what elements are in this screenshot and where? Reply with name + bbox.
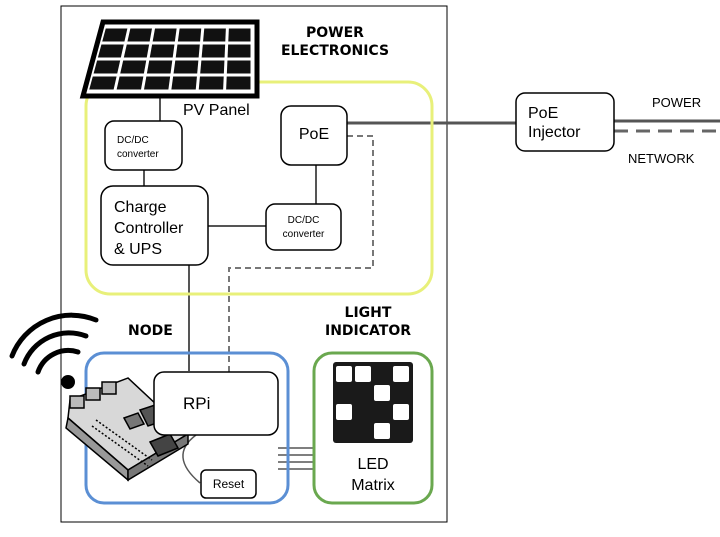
light-indicator-title-line2: INDICATOR	[324, 323, 411, 339]
power-electronics-title-line2: ELECTRONICS	[280, 43, 390, 59]
pv-cell	[127, 28, 152, 42]
pv-cell	[198, 76, 224, 90]
raspberry-pi-board-icon	[65, 377, 190, 482]
led-matrix-label-line2: Matrix	[351, 476, 395, 494]
charge-controller-label-line3: & UPS	[114, 240, 163, 258]
pv-cell	[226, 60, 251, 74]
light-indicator-title-line1: LIGHT	[344, 305, 392, 321]
charge-controller-label-line2: Controller	[114, 219, 184, 237]
dcdc-right-label-line1: DC/DC	[287, 215, 320, 226]
dcdc-top-label-line2: converter	[117, 148, 159, 160]
dcdc-converter-top-box	[104, 120, 183, 171]
led-pixel	[336, 366, 352, 382]
poe-injector-label: PoE Injector	[528, 104, 580, 142]
pv-cell	[116, 76, 144, 90]
dcdc-right-label: DC/DC converter	[266, 214, 341, 241]
reset-box	[200, 469, 257, 499]
poe-injector-label-line1: PoE	[528, 105, 559, 122]
pv-cell	[226, 76, 251, 90]
power-electronics-title: POWER ELECTRONICS	[270, 26, 400, 58]
dcdc-top-label-line1: DC/DC	[117, 135, 149, 146]
led-pixel	[336, 404, 352, 420]
led-matrix-label: LED Matrix	[314, 455, 432, 497]
pv-panel-label: PV Panel	[183, 102, 250, 119]
network-label: NETWORK	[628, 151, 695, 166]
dcdc-right-label-line2: converter	[282, 228, 325, 240]
charge-controller-label: Charge Controller & UPS	[114, 198, 183, 260]
rpi-box	[153, 371, 279, 436]
pv-cell	[175, 44, 200, 58]
power-electronics-title-line1: POWER	[306, 25, 364, 41]
pv-cell	[201, 44, 226, 58]
dcdc-top-label: DC/DC converter	[105, 134, 182, 161]
poe-label: PoE	[298, 126, 330, 143]
wifi-icon	[9, 312, 99, 389]
pv-cell	[123, 44, 150, 58]
solar-panel-icon	[79, 19, 260, 99]
rpi-label: RPi	[183, 394, 211, 413]
node-title: NODE	[128, 323, 173, 339]
charge-controller-label-line1: Charge	[114, 199, 167, 216]
pv-cell	[93, 60, 121, 74]
pv-cell	[97, 44, 124, 58]
pv-cell	[120, 60, 147, 74]
led-matrix-icon	[333, 362, 413, 443]
pv-cell	[152, 28, 177, 42]
led-matrix-label-line1: LED	[357, 456, 389, 473]
pv-cell	[227, 44, 251, 58]
pv-cell	[228, 28, 251, 42]
light-indicator-group	[312, 351, 434, 505]
pv-cell	[149, 44, 175, 58]
enclosure-frame	[60, 5, 448, 523]
power-label: POWER	[652, 95, 702, 110]
led-pixel	[374, 423, 390, 439]
charge-controller-box	[100, 185, 209, 266]
led-pixel	[374, 385, 390, 401]
light-indicator-title: LIGHT INDICATOR	[312, 306, 424, 338]
reset-label: Reset	[212, 477, 245, 491]
led-pixel	[393, 404, 409, 420]
pv-cell	[89, 76, 117, 90]
pv-cell	[144, 76, 171, 90]
pv-cell	[177, 28, 202, 42]
rpi-to-reset-line	[182, 434, 201, 484]
led-pixel	[393, 366, 409, 382]
pv-cell	[173, 60, 199, 74]
led-pixel	[355, 366, 371, 382]
poe-box	[280, 105, 348, 166]
dcdc-converter-right-box	[265, 203, 342, 251]
poe-injector-label-line2: Injector	[528, 124, 581, 142]
pv-cell	[102, 28, 128, 42]
pv-cell	[171, 76, 197, 90]
pv-cell	[200, 60, 225, 74]
pv-cell	[146, 60, 173, 74]
pv-cell	[203, 28, 226, 42]
poe-injector-box	[515, 92, 615, 152]
